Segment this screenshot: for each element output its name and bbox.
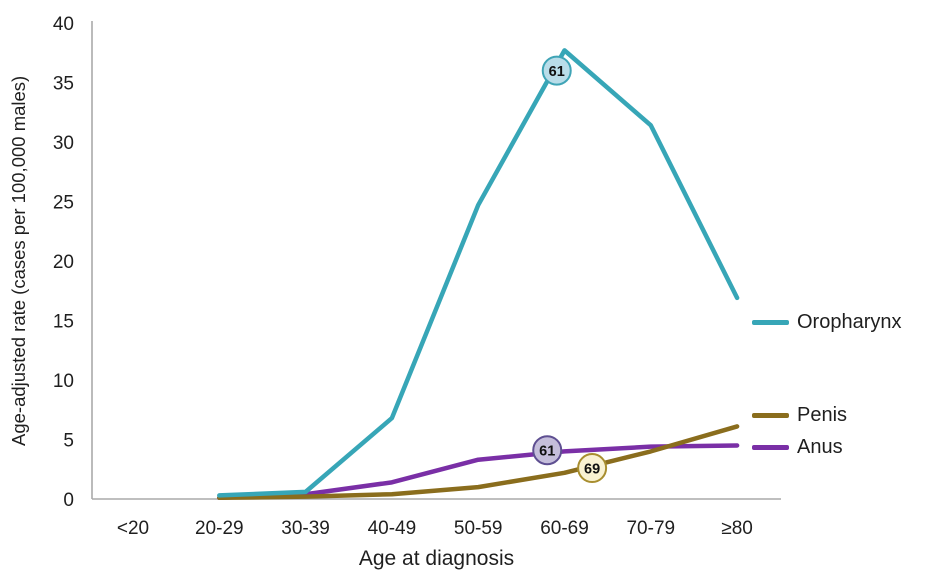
legend-label-anus: Anus — [797, 436, 843, 458]
legend-swatch-penis — [752, 412, 789, 418]
x-category-label: 50-59 — [454, 518, 503, 539]
annotation-label: 61 — [549, 64, 565, 80]
x-category-label: 30-39 — [281, 518, 330, 539]
series-line-oropharynx — [217, 48, 740, 498]
annotation-bubble-anus — [532, 435, 563, 466]
y-tick-label: 40 — [53, 14, 74, 35]
annotation-bubble-penis — [577, 453, 608, 484]
y-axis-title: Age-adjusted rate (cases per 100,000 mal… — [8, 75, 29, 447]
legend-swatch-anus — [752, 444, 789, 450]
y-tick-label: 20 — [53, 252, 74, 273]
series-line-penis — [217, 424, 740, 501]
legend-label-penis: Penis — [797, 404, 848, 426]
annotation-bubble-oropharynx — [541, 55, 572, 86]
y-tick-label: 15 — [53, 312, 74, 333]
x-category-label: 40-49 — [368, 518, 417, 539]
y-tick-label: 10 — [53, 371, 74, 392]
legend-item-penis: Penis — [752, 404, 847, 426]
legend-swatch-oropharynx — [752, 319, 789, 325]
y-tick-label: 35 — [53, 74, 74, 95]
y-tick-label: 30 — [53, 133, 74, 154]
annotation-label: 61 — [539, 444, 555, 460]
series-line-anus — [217, 443, 740, 501]
legend-item-oropharynx: Oropharynx — [752, 311, 902, 333]
annotation-label: 69 — [584, 462, 600, 478]
legend-label-oropharynx: Oropharynx — [797, 311, 902, 333]
x-category-label: 60-69 — [540, 518, 589, 539]
y-tick-label: 5 — [63, 431, 74, 452]
y-tick-label: 25 — [53, 193, 74, 214]
y-tick-label: 0 — [63, 490, 74, 511]
x-category-label: 70-79 — [626, 518, 675, 539]
x-axis-title: Age at diagnosis — [358, 547, 515, 570]
x-category-label: <20 — [117, 518, 149, 539]
legend-item-anus: Anus — [752, 436, 843, 458]
x-category-label: ≥80 — [721, 518, 753, 539]
x-category-label: 20-29 — [195, 518, 244, 539]
